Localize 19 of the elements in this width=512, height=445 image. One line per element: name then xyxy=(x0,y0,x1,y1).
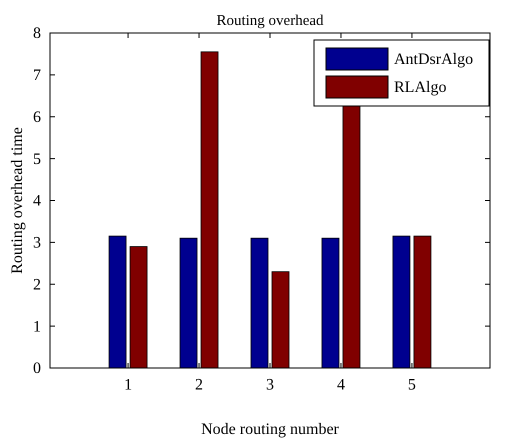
legend-label: AntDsrAlgo xyxy=(394,51,474,68)
y-tick-label: 1 xyxy=(33,318,41,336)
y-tick-label: 2 xyxy=(33,276,41,294)
x-axis-title: Node routing number xyxy=(201,421,340,438)
x-tick-label: 5 xyxy=(408,376,416,394)
y-tick-label: 7 xyxy=(33,66,41,84)
chart-title: Routing overhead xyxy=(216,13,324,29)
y-tick-label: 4 xyxy=(33,192,41,210)
y-axis-title: Routing overhead time xyxy=(9,127,26,274)
x-tick-label: 4 xyxy=(336,376,345,394)
x-tick-label: 2 xyxy=(195,376,204,394)
y-tick-label: 8 xyxy=(33,25,41,42)
x-tick-label: 1 xyxy=(124,376,132,394)
y-tick-label: 6 xyxy=(33,108,41,126)
y-tick-label: 0 xyxy=(33,360,41,378)
y-tick-label: 5 xyxy=(33,150,41,168)
x-tick-label: 3 xyxy=(266,376,274,394)
y-tick-label: 3 xyxy=(33,234,41,252)
legend-label: RLAlgo xyxy=(394,79,446,96)
